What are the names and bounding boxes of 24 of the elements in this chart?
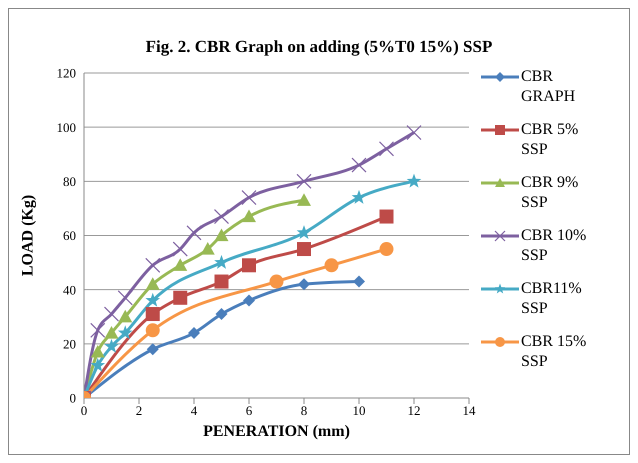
- x-tick-label: 2: [136, 403, 142, 418]
- x-tick-label: 10: [352, 403, 366, 418]
- y-tick-label: 40: [63, 282, 76, 298]
- x-axis-title: PENERATION (mm): [203, 423, 350, 440]
- x-tick-label: 12: [408, 403, 420, 418]
- legend-label: CBR 15% SSP: [521, 332, 588, 372]
- x-tick-label: 6: [246, 403, 253, 418]
- y-axis-title: LOAD (Kg): [20, 194, 37, 276]
- legend-label: CBR11% SSP: [521, 279, 583, 319]
- x-tick-label: 14: [462, 403, 476, 418]
- chart-title: Fig. 2. CBR Graph on adding (5%T0 15%) SSP: [144, 37, 494, 58]
- legend-label: CBR GRAPH: [521, 67, 576, 107]
- y-tick-label: 120: [56, 66, 76, 81]
- y-tick-label: 20: [63, 336, 76, 352]
- x-tick-label: 4: [190, 403, 198, 418]
- legend-label: CBR 9% SSP: [521, 173, 580, 213]
- legend-label: CBR 5% SSP: [521, 120, 580, 160]
- y-tick-label: 60: [63, 228, 76, 244]
- y-tick-label: 80: [63, 174, 76, 189]
- y-tick-label: 100: [56, 120, 76, 135]
- y-tick-label: 0: [70, 390, 76, 406]
- x-tick-label: 0: [80, 403, 88, 418]
- x-tick-label: 8: [300, 403, 308, 418]
- legend-label: CBR 10% SSP: [521, 226, 588, 266]
